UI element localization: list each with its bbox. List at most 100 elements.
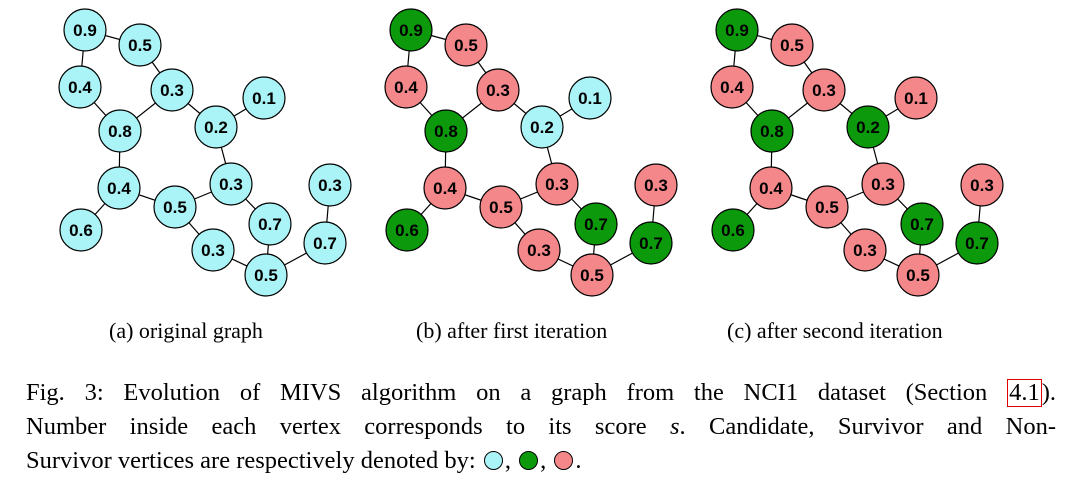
vertex-score: 0.3 — [318, 176, 342, 195]
vertex-10: 0.5 — [153, 185, 197, 229]
vertex-score: 0.5 — [128, 36, 152, 55]
vertex-score: 0.6 — [69, 221, 93, 240]
vertex-7: 0.4 — [749, 166, 793, 210]
vertex-2: 0.4 — [384, 65, 428, 109]
vertex-score: 0.5 — [580, 266, 604, 285]
vertex-circle — [535, 162, 579, 206]
vertex-circle — [805, 185, 849, 229]
vertex-circle — [715, 8, 759, 52]
vertex-13: 0.3 — [308, 163, 352, 207]
vertex-13: 0.3 — [960, 163, 1004, 207]
vertex-circle — [711, 208, 755, 252]
vertex-8: 0.6 — [711, 208, 755, 252]
graph-after-first-iteration: 0.9 0.5 0.4 0.3 0.8 0.2 0.1 0.4 0.6 0.3 0.5 0.7 0.3 0… — [384, 8, 678, 297]
vertex-3: 0.3 — [802, 68, 846, 112]
vertex-score: 0.5 — [906, 266, 930, 285]
vertex-score: 0.3 — [644, 176, 668, 195]
vertex-circle — [153, 185, 197, 229]
vertex-score: 0.4 — [107, 179, 131, 198]
vertex-circle — [770, 23, 814, 67]
vertex-score: 0.1 — [578, 89, 602, 108]
vertex-12: 0.3 — [843, 228, 887, 272]
vertex-score: 0.1 — [904, 89, 928, 108]
vertex-circle — [896, 253, 940, 297]
vertex-score: 0.5 — [489, 198, 513, 217]
vertex-score: 0.2 — [856, 118, 880, 137]
vertex-score: 0.5 — [780, 36, 804, 55]
vertex-circle — [191, 228, 235, 272]
caption-line-1: Fig. 3: Evolution of MIVS algorithm on a… — [26, 379, 1056, 407]
survivor-legend-circle — [519, 451, 539, 470]
vertex-11: 0.7 — [900, 202, 944, 246]
vertex-11: 0.7 — [248, 202, 292, 246]
section-reference-link[interactable]: 4.1 — [1007, 379, 1042, 407]
vertex-score: 0.3 — [219, 175, 243, 194]
vertex-score: 0.3 — [970, 176, 994, 195]
vertex-score: 0.1 — [252, 89, 276, 108]
vertex-score: 0.4 — [433, 179, 457, 198]
vertex-circle — [568, 76, 612, 120]
vertex-circle — [517, 228, 561, 272]
vertex-score: 0.3 — [160, 81, 184, 100]
vertex-0: 0.9 — [63, 8, 107, 52]
vertex-circle — [242, 76, 286, 120]
vertex-10: 0.5 — [479, 185, 523, 229]
vertex-5: 0.2 — [520, 105, 564, 149]
vertex-circle — [97, 166, 141, 210]
vertex-score: 0.4 — [720, 78, 744, 97]
vertex-score: 0.3 — [486, 81, 510, 100]
vertex-circle — [150, 68, 194, 112]
figure-caption: Fig. 3: Evolution of MIVS algorithm on a… — [26, 376, 1056, 478]
vertex-10: 0.5 — [805, 185, 849, 229]
vertex-score: 0.2 — [530, 118, 554, 137]
vertex-circle — [846, 105, 890, 149]
vertex-score: 0.7 — [910, 215, 934, 234]
vertex-score: 0.3 — [812, 81, 836, 100]
vertex-5: 0.2 — [194, 105, 238, 149]
vertex-circle — [629, 221, 673, 265]
vertex-circle — [98, 109, 142, 153]
vertex-3: 0.3 — [476, 68, 520, 112]
vertex-circle — [244, 253, 288, 297]
vertex-score: 0.7 — [584, 215, 608, 234]
vertex-score: 0.6 — [395, 221, 419, 240]
vertex-circle — [63, 8, 107, 52]
vertex-8: 0.6 — [385, 208, 429, 252]
vertex-circle — [476, 68, 520, 112]
vertex-2: 0.4 — [58, 65, 102, 109]
vertex-score: 0.3 — [853, 241, 877, 260]
vertex-circle — [194, 105, 238, 149]
vertex-circle — [308, 163, 352, 207]
vertex-circle — [634, 163, 678, 207]
vertex-14: 0.7 — [629, 221, 673, 265]
vertex-12: 0.3 — [191, 228, 235, 272]
vertex-1: 0.5 — [444, 23, 488, 67]
vertex-score: 0.8 — [760, 122, 784, 141]
vertex-14: 0.7 — [303, 221, 347, 265]
vertex-7: 0.4 — [97, 166, 141, 210]
vertex-circle — [710, 65, 754, 109]
vertex-0: 0.9 — [715, 8, 759, 52]
vertex-5: 0.2 — [846, 105, 890, 149]
vertex-circle — [209, 162, 253, 206]
vertex-circle — [570, 253, 614, 297]
vertex-score: 0.7 — [965, 234, 989, 253]
vertex-score: 0.3 — [527, 241, 551, 260]
graph-original: 0.9 0.5 0.4 0.3 0.8 0.2 0.1 0.4 0.6 0.3 0.5 0.7 0.3 0… — [58, 8, 352, 297]
vertex-score: 0.9 — [73, 21, 97, 40]
vertex-circle — [955, 221, 999, 265]
vertex-9: 0.3 — [209, 162, 253, 206]
vertex-11: 0.7 — [574, 202, 618, 246]
vertex-score: 0.6 — [721, 221, 745, 240]
vertex-15: 0.5 — [570, 253, 614, 297]
vertex-score: 0.5 — [254, 266, 278, 285]
vertex-12: 0.3 — [517, 228, 561, 272]
vertex-1: 0.5 — [118, 23, 162, 67]
vertex-1: 0.5 — [770, 23, 814, 67]
vertex-0: 0.9 — [389, 8, 433, 52]
vertex-circle — [58, 65, 102, 109]
vertex-circle — [59, 208, 103, 252]
candidate-legend-circle — [483, 451, 503, 470]
vertex-9: 0.3 — [861, 162, 905, 206]
vertex-7: 0.4 — [423, 166, 467, 210]
